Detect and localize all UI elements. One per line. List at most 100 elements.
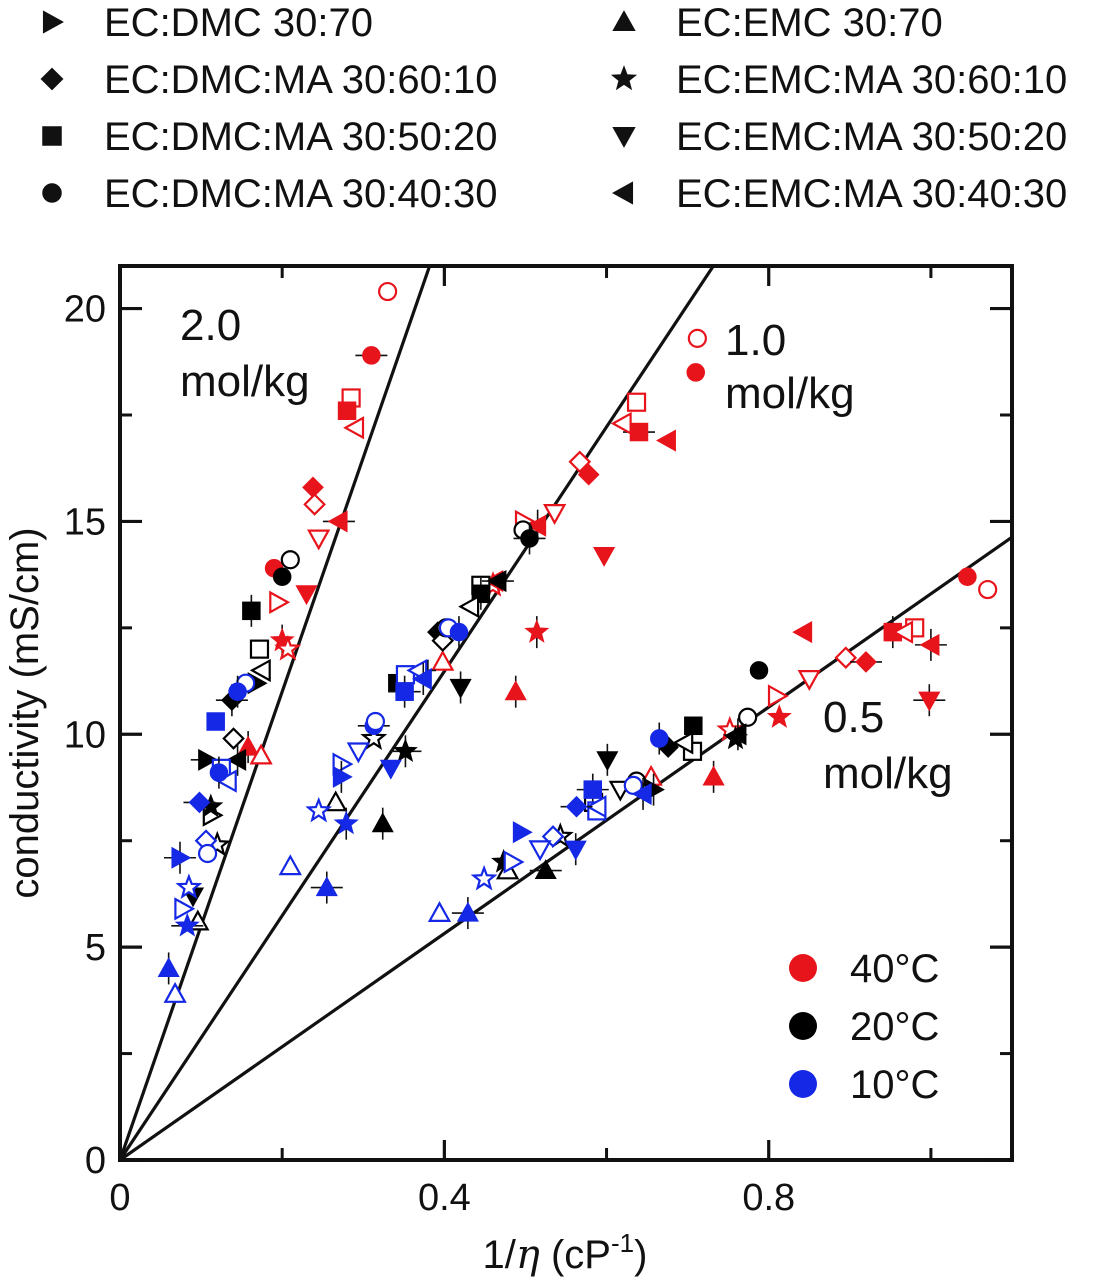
data-point-square [629,422,649,442]
data-point-triangle-up [504,680,527,701]
data-point-circle [228,682,247,701]
data-point-triangle-left [792,621,813,644]
x-axis-label-eta: η [516,1232,540,1278]
data-point-diamond [565,795,588,818]
data-point-circle [362,346,381,365]
legend-label: EC:DMC:MA 30:40:30 [104,172,498,216]
data-point-square [583,780,603,799]
data-point-triangle-up [371,812,394,833]
data-point-square [684,716,703,736]
data-point-square [337,401,357,420]
data-point-triangle-up [249,743,273,765]
data-point-triangle-left [672,731,694,755]
plot-frame [118,264,1014,1162]
legend-marker-triangle-right [42,10,64,34]
fit-line-1 [120,266,432,1160]
data-point-square [206,712,225,731]
data-point-triangle-left [411,667,432,690]
data-point-diamond [855,651,877,673]
data-point-diamond [188,791,211,814]
data-point-triangle-up [163,981,187,1003]
data-point-square [242,601,261,621]
y-tick-label: 20 [64,289,106,331]
temperature-label: 20°C [850,1005,939,1049]
data-point-diamond [568,450,592,474]
legend-marker-square [42,126,62,146]
data-point-triangle-left [327,510,348,533]
data-point-circle [365,711,386,732]
data-point-triangle-up [534,859,557,880]
legend-label: EC:DMC 30:70 [104,1,373,45]
legend-label: EC:EMC:MA 30:60:10 [676,58,1067,102]
legend-label: EC:EMC:MA 30:50:20 [676,115,1067,159]
data-point-square [249,639,270,659]
data-point-triangle-right [269,590,291,614]
fit-lines [120,266,1012,1160]
axis-ticks: 0 0.4 0.8 0 5 10 15 20 [64,266,1012,1219]
data-point-circle [978,579,998,600]
legend-marker-triangle-down [612,126,636,148]
temperature-legend: 40°C 20°C 10°C [789,947,939,1107]
data-point-triangle-left [631,782,652,805]
data-point-triangle-down [449,678,472,699]
data-point-circle [687,328,707,348]
marker-legend: EC:DMC 30:70 EC:DMC:MA 30:60:10 EC:DMC:MA … [40,1,1067,216]
data-point-triangle-right [332,765,353,788]
data-point-star [174,912,200,937]
data-point-circle [738,707,758,727]
x-tick-label: 0.4 [418,1177,471,1219]
data-point-triangle-down [564,840,587,861]
legend-label: EC:DMC:MA 30:50:20 [104,115,498,159]
legend-label: EC:EMC:MA 30:40:30 [676,172,1067,216]
legend-marker-circle [42,183,62,203]
data-point-circle [280,550,300,570]
data-point-triangle-up [427,901,452,923]
data-point-triangle-down [797,669,821,691]
data-point-circle [378,281,398,302]
data-point-triangle-left [458,594,480,619]
legend-marker-triangle-up [612,10,636,32]
data-point-diamond [303,493,326,516]
legend-label: EC:EMC 30:70 [676,1,943,45]
data-point-circle [272,567,292,587]
data-point-triangle-down [379,759,402,780]
data-point-triangle-up [157,957,180,977]
x-tick-label: 0 [109,1177,130,1219]
legend-label: EC:DMC:MA 30:60:10 [104,58,498,102]
data-point-triangle-left [486,570,507,593]
x-axis-label-unit: (cP [540,1233,611,1277]
data-point-triangle-down [918,691,941,712]
data-point-star [333,810,359,835]
data-point-triangle-down [346,742,371,764]
data-point-triangle-right [767,684,789,708]
data-point-star [722,725,749,750]
temperature-label: 10°C [850,1063,939,1107]
y-tick-label: 5 [85,927,106,969]
annotation-1-0: 1.0 mol/kg [725,316,855,418]
data-point-square [395,682,414,701]
data-point-star [360,724,388,751]
data-point-triangle-right [174,897,196,921]
annotation-0-5-value: 0.5 [823,693,884,742]
data-point-circle [449,622,469,642]
data-point-circle [209,763,229,782]
fit-line-3 [120,535,1012,1160]
data-point-triangle-down [593,546,616,567]
temperature-swatch [789,1070,817,1098]
x-axis-label-close: ) [634,1233,647,1277]
annotation-1-0-value: 1.0 [725,316,786,365]
data-point-circle [520,529,539,548]
data-point-diamond [302,476,324,499]
fit-line-2 [120,266,715,1160]
data-point-triangle-up [702,765,725,786]
data-point-triangle-right [512,821,533,844]
annotation-2-0-unit: mol/kg [180,357,310,406]
data-point-triangle-left [226,748,247,771]
data-point-square [626,392,647,412]
legend-marker-triangle-left [612,181,634,205]
data-point-star [524,618,550,643]
data-point-star [305,796,333,823]
temperature-label: 40°C [850,947,939,991]
data-point-star [175,873,203,900]
